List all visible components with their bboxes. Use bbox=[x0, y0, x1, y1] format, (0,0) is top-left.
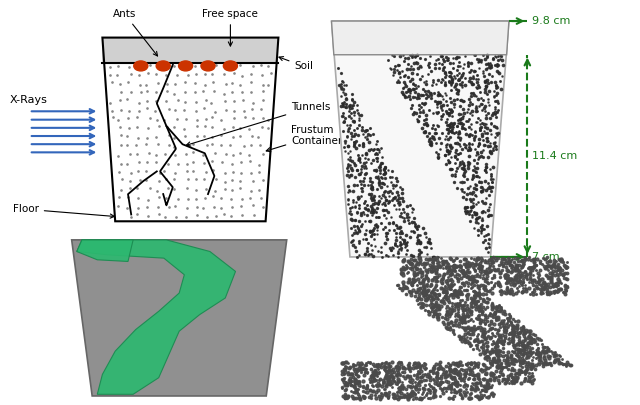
Text: Tunnels: Tunnels bbox=[186, 102, 331, 146]
Polygon shape bbox=[77, 240, 236, 394]
Text: Frustum
Container: Frustum Container bbox=[266, 125, 342, 152]
Circle shape bbox=[201, 61, 215, 71]
Polygon shape bbox=[332, 21, 509, 55]
Circle shape bbox=[156, 61, 170, 71]
Text: X-Rays: X-Rays bbox=[10, 95, 47, 105]
Polygon shape bbox=[332, 21, 509, 257]
Polygon shape bbox=[72, 240, 287, 396]
Text: Floor: Floor bbox=[13, 204, 115, 218]
Polygon shape bbox=[77, 240, 133, 262]
Text: Free space: Free space bbox=[202, 9, 259, 46]
Text: Ants: Ants bbox=[113, 9, 157, 56]
Text: 9.8 cm: 9.8 cm bbox=[532, 16, 570, 26]
Text: 11.4 cm: 11.4 cm bbox=[532, 151, 577, 161]
Circle shape bbox=[223, 61, 237, 71]
Circle shape bbox=[134, 61, 148, 71]
Circle shape bbox=[179, 61, 193, 71]
Polygon shape bbox=[102, 38, 278, 62]
Text: Soil: Soil bbox=[279, 57, 314, 71]
Text: 7 cm: 7 cm bbox=[532, 252, 559, 262]
